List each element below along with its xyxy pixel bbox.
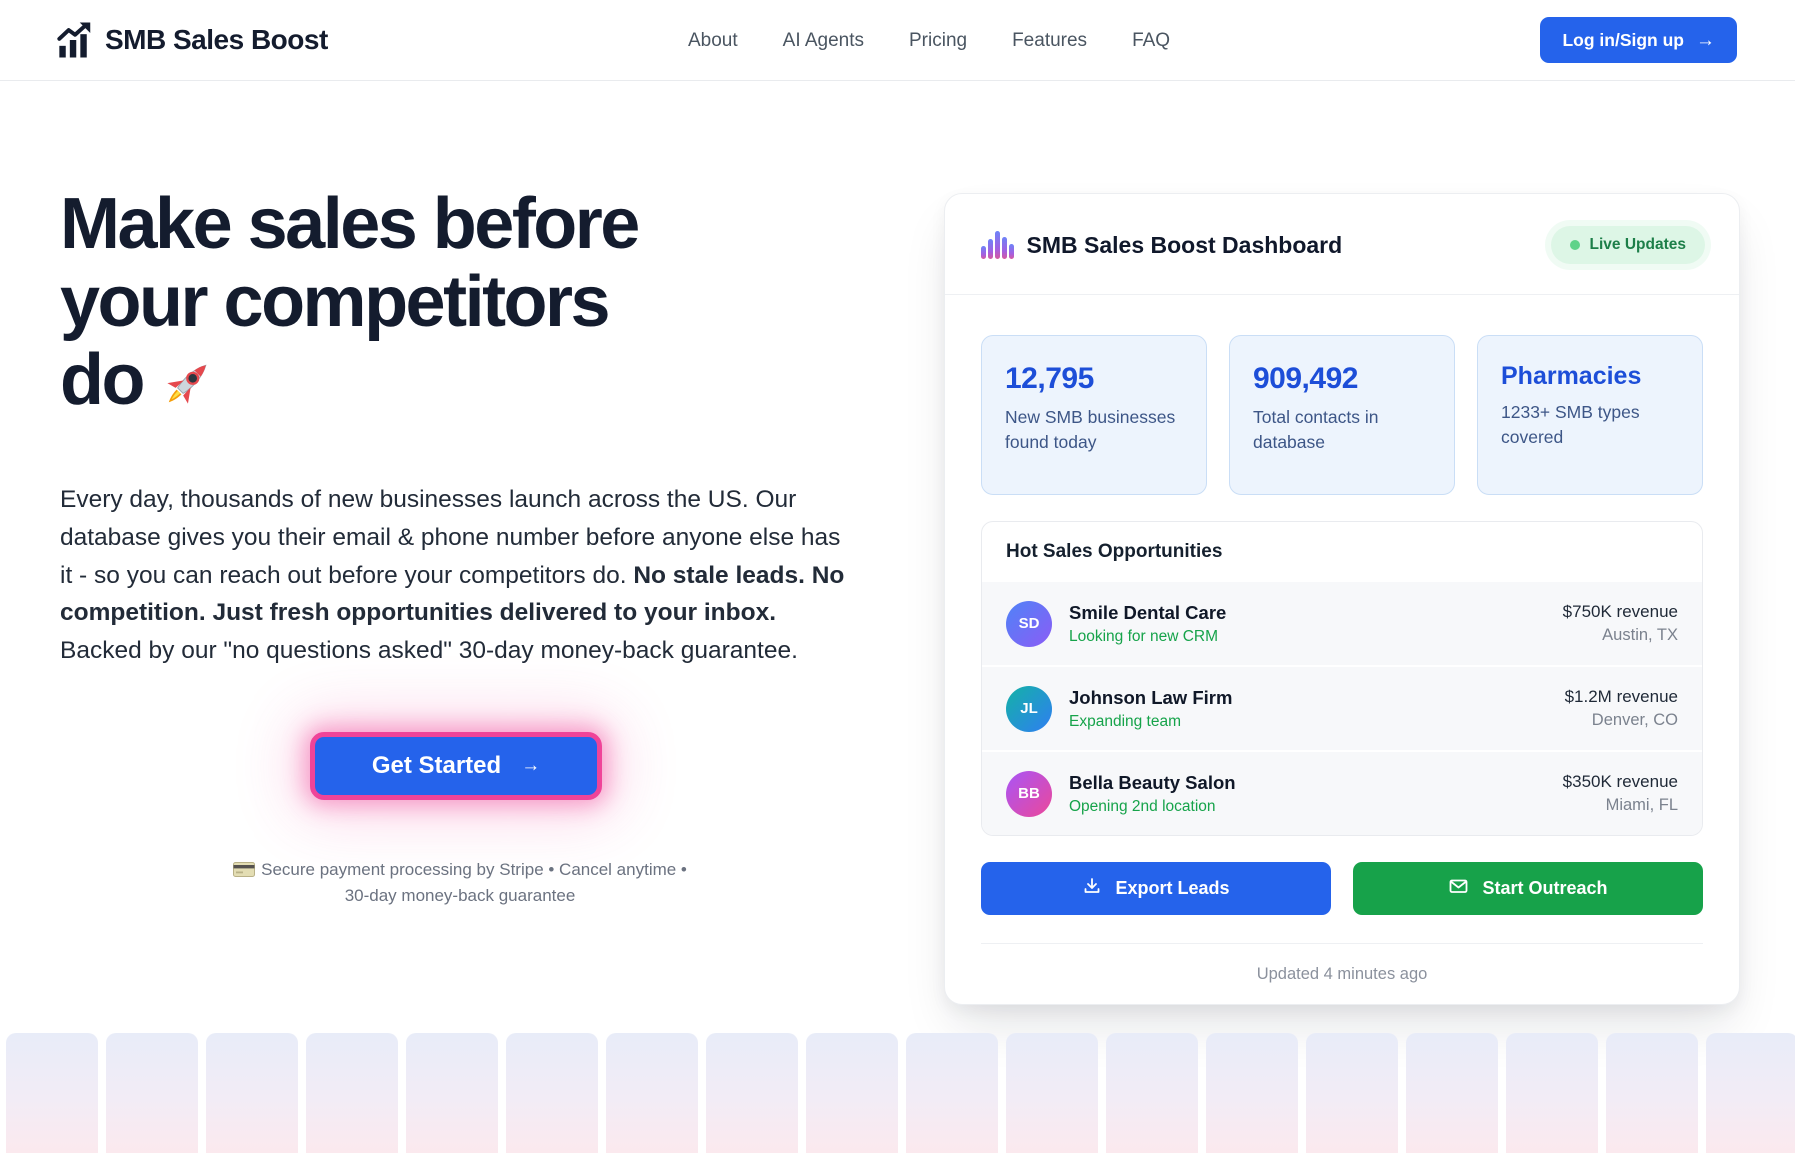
strip-tile	[106, 1033, 198, 1153]
strip-tile	[1606, 1033, 1698, 1153]
download-icon	[1082, 876, 1102, 901]
stat-value: 909,492	[1253, 362, 1358, 395]
strip-tile	[806, 1033, 898, 1153]
opportunity-location: Austin, TX	[1602, 626, 1678, 644]
live-updates-label: Live Updates	[1589, 236, 1686, 253]
strip-tile	[1206, 1033, 1298, 1153]
hero-paragraph-part2: Backed by our "no questions asked" 30-da…	[60, 637, 798, 665]
logo-strip	[0, 1033, 1795, 1153]
opportunity-revenue: $750K revenue	[1562, 602, 1678, 621]
arrow-right-icon: →	[1696, 29, 1715, 51]
opportunity-revenue: $350K revenue	[1562, 772, 1678, 791]
export-leads-button[interactable]: Export Leads	[981, 862, 1331, 915]
arrow-right-icon: →	[521, 755, 541, 777]
opportunities-panel: Hot Sales Opportunities SD Smile Dental …	[981, 521, 1703, 836]
export-leads-label: Export Leads	[1115, 878, 1230, 898]
headline-line-3: do	[60, 341, 860, 430]
stat-card-new-businesses: 12,795 New SMB businesses found today	[981, 335, 1207, 495]
top-nav-bar: SMB Sales Boost About AI Agents Pricing …	[0, 0, 1795, 81]
strip-tile	[1006, 1033, 1098, 1153]
payment-note: Secure payment processing by Stripe • Ca…	[225, 858, 695, 909]
hero-paragraph-bold: No stale leads. No competition. Just fre…	[60, 561, 845, 627]
stat-label: 1233+ SMB types covered	[1501, 402, 1640, 447]
stat-value: 12,795	[1005, 362, 1094, 395]
opportunity-name: Bella Beauty Salon	[1069, 771, 1236, 793]
opportunity-row[interactable]: BB Bella Beauty Salon Opening 2nd locati…	[982, 750, 1702, 835]
dashboard-chart-icon	[981, 231, 1014, 259]
credit-card-icon	[233, 860, 256, 885]
strip-tile	[706, 1033, 798, 1153]
strip-tile	[306, 1033, 398, 1153]
strip-tile	[506, 1033, 598, 1153]
dashboard-header: SMB Sales Boost Dashboard Live Updates	[945, 194, 1739, 295]
rocket-emoji-icon	[159, 352, 221, 430]
opportunities-title: Hot Sales Opportunities	[1006, 541, 1223, 562]
avatar: JL	[1006, 685, 1052, 732]
opportunity-revenue: $1.2M revenue	[1564, 687, 1678, 706]
hero-section: Make sales before your competitors do Ev…	[60, 184, 860, 909]
strip-tile	[6, 1033, 98, 1153]
nav-link-ai-agents[interactable]: AI Agents	[782, 29, 864, 51]
opportunity-location: Denver, CO	[1591, 711, 1678, 729]
opportunity-location: Miami, FL	[1605, 796, 1678, 814]
strip-tile	[406, 1033, 498, 1153]
stats-row: 12,795 New SMB businesses found today 90…	[981, 335, 1703, 495]
headline-line-1: Make sales before	[60, 184, 640, 264]
opportunity-row[interactable]: SD Smile Dental Care Looking for new CRM…	[982, 580, 1702, 665]
strip-tile	[1506, 1033, 1598, 1153]
strip-tile	[1706, 1033, 1795, 1153]
strip-tile	[906, 1033, 998, 1153]
hero-paragraph: Every day, thousands of new businesses l…	[60, 481, 852, 670]
opportunity-row[interactable]: JL Johnson Law Firm Expanding team $1.2M…	[982, 665, 1702, 750]
login-signup-label: Log in/Sign up	[1562, 29, 1684, 50]
stat-value: Pharmacies	[1501, 362, 1642, 390]
brand[interactable]: SMB Sales Boost	[57, 21, 328, 59]
payment-note-text: Secure payment processing by Stripe • Ca…	[261, 859, 687, 906]
opportunity-status: Opening 2nd location	[1069, 797, 1216, 815]
live-dot-icon	[1569, 240, 1580, 250]
dashboard-actions: Export Leads Start Outreach	[981, 862, 1703, 915]
start-outreach-label: Start Outreach	[1482, 878, 1608, 898]
avatar: BB	[1006, 770, 1052, 817]
nav-link-about[interactable]: About	[688, 29, 738, 51]
opportunity-status: Looking for new CRM	[1069, 627, 1219, 645]
mail-icon	[1448, 876, 1469, 901]
nav-link-faq[interactable]: FAQ	[1132, 29, 1171, 51]
live-updates-badge: Live Updates	[1550, 226, 1705, 264]
avatar: SD	[1006, 600, 1052, 647]
opportunity-status: Expanding team	[1069, 712, 1182, 730]
last-updated-text: Updated 4 minutes ago	[981, 943, 1703, 984]
stat-card-smb-types: Pharmacies 1233+ SMB types covered	[1477, 335, 1703, 495]
opportunity-name: Smile Dental Care	[1069, 601, 1227, 623]
strip-tile	[1306, 1033, 1398, 1153]
brand-name: SMB Sales Boost	[105, 24, 328, 55]
strip-tile	[1406, 1033, 1498, 1153]
hero-paragraph-part1: Every day, thousands of new businesses l…	[60, 486, 841, 589]
start-outreach-button[interactable]: Start Outreach	[1353, 862, 1703, 915]
get-started-button[interactable]: Get Started →	[310, 731, 602, 800]
logo-icon	[57, 21, 92, 59]
stat-label: Total contacts in database	[1253, 407, 1379, 452]
strip-tile	[206, 1033, 298, 1153]
dashboard-title: SMB Sales Boost Dashboard	[1026, 231, 1343, 258]
dashboard-card: SMB Sales Boost Dashboard Live Updates 1…	[944, 193, 1740, 1005]
login-signup-button[interactable]: Log in/Sign up →	[1540, 17, 1737, 63]
nav-link-features[interactable]: Features	[1012, 29, 1088, 51]
dashboard-body: 12,795 New SMB businesses found today 90…	[945, 295, 1739, 984]
headline-line-2: your competitors	[60, 261, 611, 342]
nav-link-pricing[interactable]: Pricing	[909, 29, 968, 51]
stat-label: New SMB businesses found today	[1005, 407, 1176, 452]
strip-tile	[1106, 1033, 1198, 1153]
stat-card-total-contacts: 909,492 Total contacts in database	[1229, 335, 1455, 495]
strip-tile	[606, 1033, 698, 1153]
main-nav: About AI Agents Pricing Features FAQ	[688, 0, 1170, 81]
get-started-label: Get Started	[371, 751, 502, 779]
opportunity-name: Johnson Law Firm	[1069, 686, 1233, 708]
hero-headline: Make sales before your competitors do	[60, 184, 860, 430]
cta-container: Get Started →	[60, 731, 852, 800]
